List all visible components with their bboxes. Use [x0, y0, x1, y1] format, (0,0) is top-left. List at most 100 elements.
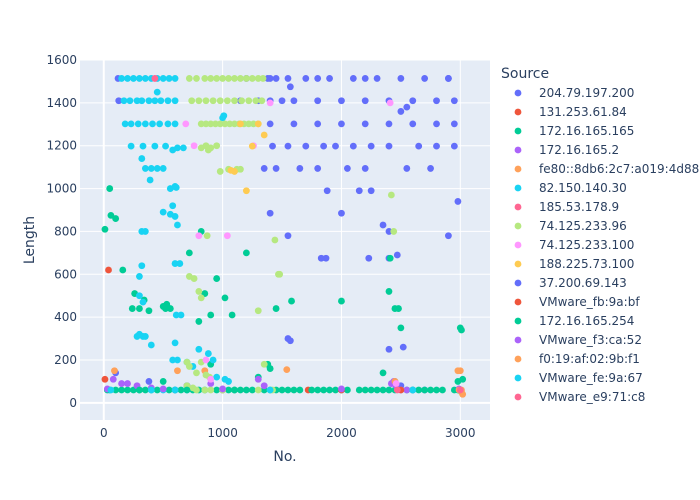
legend-label: VMware_f3:ca:52 [539, 333, 642, 347]
data-point [390, 228, 398, 235]
legend-item[interactable]: 172.16.165.254 [514, 314, 635, 328]
data-point [409, 386, 417, 394]
data-point [190, 275, 198, 282]
legend-label: 172.16.165.254 [539, 314, 634, 328]
data-point [397, 324, 405, 332]
data-point [248, 142, 256, 150]
legend-marker [514, 336, 522, 344]
data-point [195, 345, 203, 353]
data-point [225, 386, 232, 394]
data-point [278, 97, 286, 105]
data-point [361, 97, 369, 105]
legend-marker [514, 89, 522, 97]
data-point [254, 120, 262, 128]
legend-item[interactable]: 172.16.165.165 [514, 124, 635, 138]
data-point [118, 380, 125, 387]
data-point [174, 144, 181, 152]
data-point [159, 385, 167, 393]
data-point [284, 142, 292, 150]
data-point [159, 208, 167, 216]
legend-marker [514, 317, 522, 325]
data-point [385, 142, 393, 150]
data-point [156, 120, 164, 128]
data-point [106, 185, 114, 192]
data-point [326, 386, 333, 394]
data-point [145, 378, 153, 385]
data-point [355, 386, 363, 394]
data-point [454, 198, 462, 205]
x-tick-label: 3000 [445, 426, 476, 440]
legend[interactable]: Source 204.79.197.200 131.253.61.84 172.16… [501, 66, 699, 404]
legend-item[interactable]: VMware_fb:9a:bf [514, 295, 641, 309]
legend-item[interactable]: 37.200.69.143 [514, 276, 627, 290]
legend-label: 188.225.73.100 [539, 257, 634, 271]
data-point [323, 187, 331, 195]
data-point [207, 75, 215, 82]
data-point [237, 120, 244, 128]
data-point [213, 373, 221, 381]
data-point [124, 386, 131, 394]
data-point [379, 369, 387, 377]
data-point [386, 254, 394, 262]
y-tick-label: 1400 [46, 96, 77, 110]
data-point [220, 112, 228, 120]
legend-item[interactable]: 204.79.197.200 [514, 86, 635, 100]
data-point [133, 97, 141, 105]
data-point [338, 297, 345, 305]
data-point [121, 120, 129, 128]
data-point [403, 386, 411, 394]
data-point [225, 75, 232, 82]
legend-item[interactable]: VMware_e9:71:c8 [514, 390, 646, 404]
y-tick-label: 200 [54, 353, 77, 367]
data-point [365, 254, 373, 262]
legend-item[interactable]: 74.125.233.96 [514, 219, 627, 233]
data-point [109, 375, 117, 383]
x-tick-label: 2000 [326, 426, 357, 440]
y-tick-label: 1200 [46, 139, 77, 153]
x-tick-label: 0 [100, 426, 108, 440]
data-point [165, 386, 173, 394]
y-tick-label: 1000 [46, 182, 77, 196]
data-point [190, 142, 198, 150]
data-point [379, 386, 387, 394]
data-point [242, 187, 250, 195]
legend-item[interactable]: 172.16.165.2 [514, 143, 620, 157]
data-point [250, 120, 257, 128]
legend-item[interactable]: 74.125.233.100 [514, 238, 635, 252]
data-point [403, 165, 411, 172]
data-point [456, 367, 464, 375]
legend-item[interactable]: VMware_fe:9a:67 [514, 371, 643, 385]
data-point [284, 75, 292, 82]
legend-item[interactable]: fe80::8db6:2c7:a019:4d88 [514, 162, 700, 176]
y-tick-label: 800 [54, 224, 77, 238]
data-point [139, 298, 147, 306]
data-point [223, 232, 231, 240]
legend-label: 172.16.165.2 [539, 143, 619, 157]
data-point [149, 120, 156, 128]
data-point [195, 318, 203, 325]
data-point [284, 232, 292, 240]
data-point [269, 142, 276, 150]
data-point [145, 97, 153, 105]
data-point [171, 97, 179, 105]
legend-item[interactable]: 185.53.178.9 [514, 200, 620, 214]
legend-label: VMware_fb:9a:bf [539, 295, 640, 309]
legend-item[interactable]: 188.225.73.100 [514, 257, 635, 271]
legend-item[interactable]: VMware_f3:ca:52 [514, 333, 642, 347]
data-points [101, 75, 467, 398]
data-point [308, 386, 316, 394]
legend-item[interactable]: f0:19:af:02:9b:f1 [514, 352, 640, 366]
data-point [159, 378, 167, 385]
data-point [322, 254, 330, 262]
data-point [213, 142, 221, 150]
legend-item[interactable]: 82.150.140.30 [514, 181, 627, 195]
data-point [188, 97, 196, 105]
data-point [201, 75, 209, 82]
y-tick-label: 1600 [46, 53, 77, 67]
data-point [367, 187, 375, 195]
data-point [136, 292, 143, 300]
data-point [242, 75, 250, 82]
legend-item[interactable]: 131.253.61.84 [514, 105, 627, 119]
data-point [128, 305, 136, 312]
